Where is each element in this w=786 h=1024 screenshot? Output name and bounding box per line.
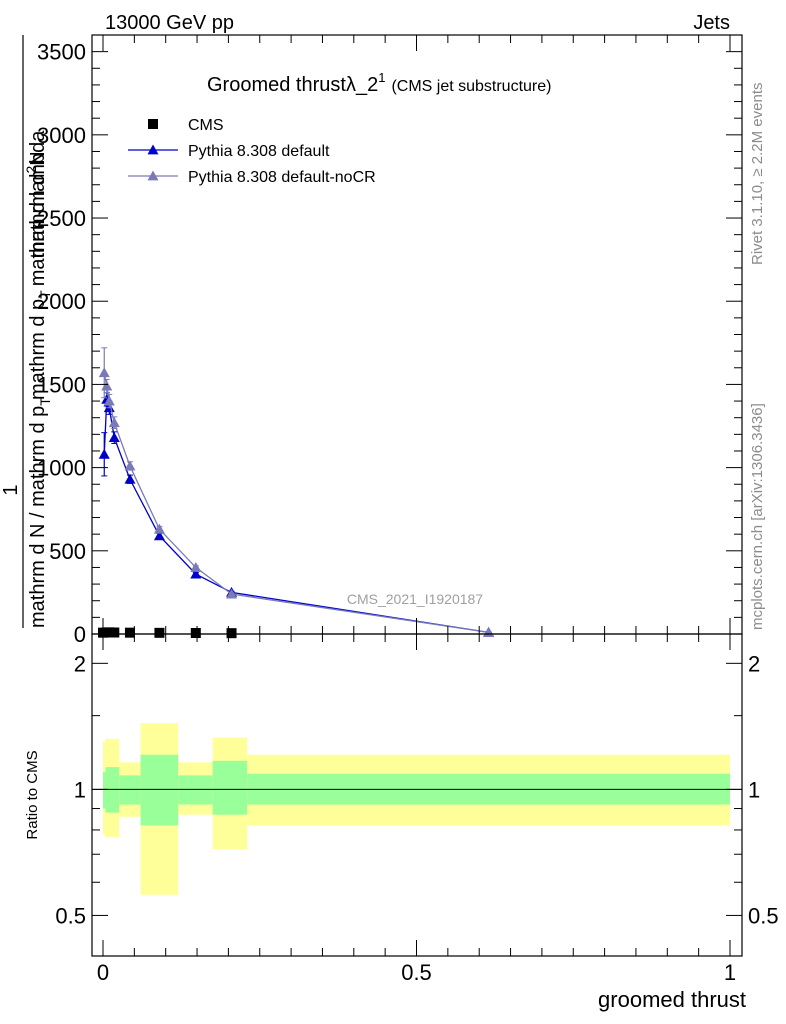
data-point-triangle (147, 170, 159, 181)
y-label-one: 1 (0, 484, 22, 495)
mcplots-label: mcplots.cern.ch [arXiv:1306.3436] (749, 403, 766, 630)
x-tick-label: 0.5 (401, 960, 432, 985)
ratio-inner-band (105, 767, 120, 813)
y-tick-label: 500 (49, 539, 86, 564)
data-point-square (190, 628, 201, 639)
ratio-tick-label-left: 2 (74, 651, 86, 676)
ratio-inner-band (140, 754, 179, 826)
data-point-square (154, 627, 165, 638)
ratio-inner-band (103, 772, 106, 809)
legend-label: Pythia 8.308 default (188, 143, 330, 160)
axes: 0 500 1000 1500 2000 2500 3000 3500 0 0.5 1 0.5 0.5 1… (37, 34, 779, 985)
data-point-triangle (98, 367, 110, 378)
ratio-tick-label-right: 2 (748, 651, 760, 676)
data-point-triangle (147, 144, 159, 155)
ratio-tick-label-left: 1 (74, 777, 86, 802)
y-tick-label: 3500 (37, 40, 86, 65)
y-tick-label: 0 (74, 622, 86, 647)
data-point-triangle (226, 588, 238, 599)
data-point-triangle (153, 530, 165, 541)
y-tick-label: 1500 (37, 372, 86, 397)
data-point-triangle (98, 448, 110, 459)
data-point-triangle (124, 473, 136, 484)
plot-title: Groomed thrustλ_21(CMS jet substructure) (207, 70, 551, 96)
legend-label: Pythia 8.308 default-noCR (188, 169, 376, 186)
data-point-triangle (190, 561, 202, 572)
y-label-numerator-line2: mathrm d pTmathrm d lambda (27, 130, 53, 400)
ratio-y-label: Ratio to CMS (24, 750, 41, 839)
ratio-inner-band (119, 775, 141, 805)
legend-marker-square (148, 119, 158, 129)
data-point-triangle (124, 460, 136, 471)
series-0 (98, 627, 237, 639)
data-point-triangle (190, 568, 202, 579)
data-point-triangle (153, 523, 165, 534)
ratio-inner-band (212, 760, 248, 815)
header-left: 13000 GeV pp (105, 12, 234, 34)
data-point-triangle (101, 380, 113, 391)
y-label-denominator: mathrm d N / mathrm d pT (27, 397, 53, 628)
x-axis-label: groomed thrust (598, 987, 746, 1012)
ratio-bands (103, 723, 730, 895)
header-right: Jets (693, 12, 730, 34)
data-point-square (226, 628, 237, 639)
ratio-tick-label-right: 0.5 (748, 903, 779, 928)
ratio-inner-band (178, 775, 213, 805)
data-point-square (104, 627, 115, 638)
x-tick-label: 0 (97, 960, 109, 985)
legend: CMS Pythia 8.308 default Pythia 8.308 defa… (128, 117, 376, 186)
data-point-triangle (108, 417, 120, 428)
data-point-triangle (103, 395, 115, 406)
legend-label: CMS (188, 117, 224, 134)
analysis-watermark: CMS_2021_I1920187 (347, 591, 483, 607)
y-axis-label: 1 mathrm d N / mathrm d pT mathrm d2N ma… (0, 35, 53, 628)
data-point-triangle (108, 432, 120, 443)
data-point-square (109, 627, 120, 638)
series-2 (98, 347, 495, 637)
rivet-label: Rivet 3.1.10, ≥ 2.2M events (749, 83, 766, 266)
x-tick-label: 1 (724, 960, 736, 985)
y-tick-label: 2000 (37, 289, 86, 314)
ratio-tick-label-left: 0.5 (55, 903, 86, 928)
y-tick-label: 3000 (37, 123, 86, 148)
ratio-tick-label-right: 1 (748, 777, 760, 802)
y-tick-label: 2500 (37, 206, 86, 231)
y-tick-label: 1000 (37, 456, 86, 481)
data-point-square (124, 627, 135, 638)
y-label-numerator-line1: mathrm d2N (23, 151, 49, 258)
